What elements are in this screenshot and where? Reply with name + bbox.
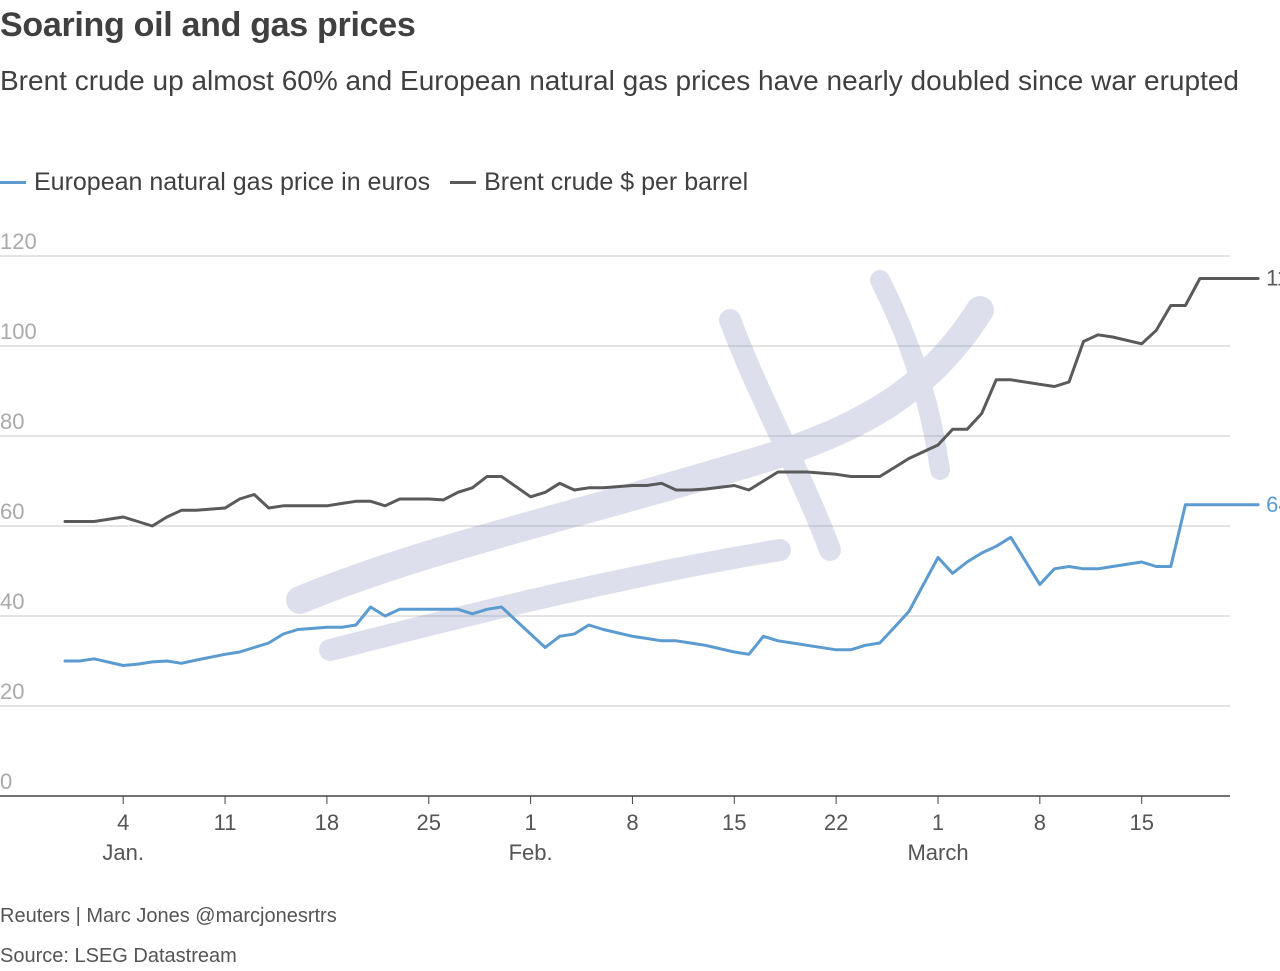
x-tick-label: 25	[417, 810, 441, 835]
source-note: Source: LSEG Datastream	[0, 945, 237, 967]
y-tick-label: 40	[0, 589, 24, 614]
series-line-brent	[63, 277, 1260, 528]
grid-layer: 0 20 40 60 80 100 120 4 Jan. 11 18 25 1 Feb. 8 15 22 1 Mar…	[0, 229, 1230, 865]
x-tick-label: 15	[1129, 810, 1153, 835]
x-tick-label: 8	[626, 810, 638, 835]
x-tick-label: 11	[214, 810, 237, 835]
x-tick-label: 8	[1034, 810, 1046, 835]
y-tick-label: 80	[0, 409, 24, 434]
y-tick-label: 100	[0, 319, 37, 344]
line-chart: 0 20 40 60 80 100 120 4 Jan. 11 18 25 1 Feb. 8 15 22 1 Mar…	[0, 229, 1280, 865]
x-tick-sublabel: Jan.	[102, 840, 144, 865]
legend-label-brent: Brent crude $ per barrel	[484, 168, 749, 196]
legend-label-gas: European natural gas price in euros	[34, 168, 431, 196]
legend-swatch-brent	[450, 181, 477, 184]
chart-title: Soaring oil and gas prices	[0, 6, 416, 44]
x-tick-sublabel: March	[907, 840, 968, 865]
x-tick-label: 18	[315, 810, 339, 835]
series-layer	[63, 277, 1260, 667]
legend-swatch-gas	[0, 181, 26, 184]
credit: Reuters | Marc Jones @marcjonesrtrs	[0, 905, 337, 927]
series-line-gas	[63, 503, 1260, 667]
x-tick-label: 1	[932, 810, 944, 835]
x-tick-label: 22	[824, 810, 848, 835]
x-tick-sublabel: Feb.	[509, 840, 553, 865]
x-tick-label: 1	[524, 810, 536, 835]
chart-subtitle: Brent crude up almost 60% and European n…	[0, 65, 1239, 96]
label-layer: 64.72 115	[1266, 266, 1280, 517]
watermark	[286, 270, 994, 661]
x-tick-label: 15	[722, 810, 746, 835]
legend-item-gas: European natural gas price in euros	[0, 168, 430, 197]
y-tick-label: 120	[0, 229, 37, 254]
x-tick-label: 4	[117, 810, 129, 835]
y-tick-label: 0	[0, 769, 12, 794]
y-tick-label: 60	[0, 499, 24, 524]
end-value-label-brent: 115	[1266, 266, 1280, 291]
legend-item-brent: Brent crude $ per barrel	[450, 168, 748, 197]
y-tick-label: 20	[0, 679, 24, 704]
legend: European natural gas price in euros Bren…	[0, 168, 768, 197]
end-value-label-gas: 64.72	[1266, 492, 1280, 517]
